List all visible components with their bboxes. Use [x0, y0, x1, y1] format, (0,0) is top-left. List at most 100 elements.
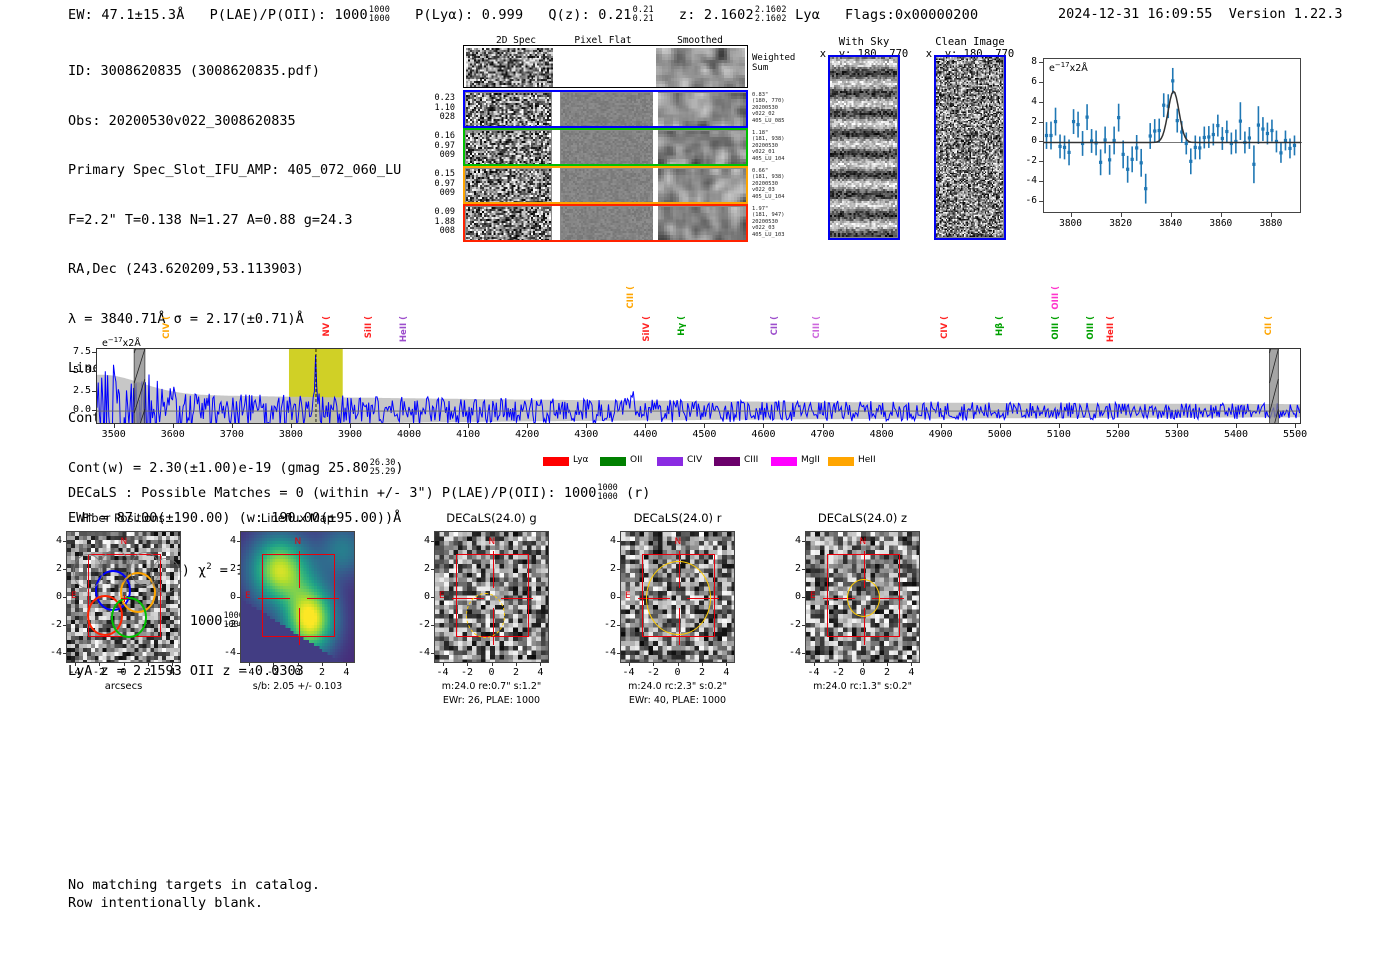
- info-lambda-sigma: λ = 3840.71Å σ = 2.17(±0.71)Å: [68, 310, 304, 327]
- crosshair-top: [863, 551, 865, 589]
- panel-gap: [653, 130, 658, 164]
- center-crosshair-v: [123, 594, 126, 602]
- north-label: N: [488, 536, 496, 547]
- cut-yticklabel: 4: [229, 534, 236, 546]
- legend-label-0: Lyα: [573, 455, 589, 465]
- fiber-meta-0: 0.83" (180, 770) 20200530 v022_02 405_LU_085: [752, 92, 785, 124]
- weighted-sum-label: Weighted Sum: [752, 53, 796, 73]
- crosshair-right: [307, 598, 340, 600]
- cut-xticklabel: -2: [267, 667, 280, 678]
- line-fit-ytick: [1039, 161, 1043, 163]
- header-timestamp-version: 2024-12-31 16:09:55 Version 1.22.3: [1058, 6, 1343, 22]
- cutout-image-0: [828, 55, 900, 240]
- cut-xtick: [273, 663, 275, 666]
- legend-swatch-1: [600, 457, 626, 466]
- plae-range-info: 1000 1000: [223, 611, 244, 630]
- line-fit-xticklabel: 3820: [1109, 218, 1133, 229]
- panel-gap: [653, 168, 658, 202]
- emission-line-label-15: CII (: [1263, 316, 1274, 336]
- fiber-circle-3: [111, 597, 147, 639]
- cut-xticklabel: 2: [318, 667, 325, 678]
- east-label: E: [245, 591, 251, 602]
- emission-line-label-9: CIV (: [940, 316, 951, 339]
- line-fit-xticklabel: 3880: [1259, 218, 1283, 229]
- cut-xticklabel: -4: [68, 667, 81, 678]
- legend-swatch-0: [543, 457, 569, 466]
- spectrum-xticklabel: 5500: [1283, 429, 1308, 440]
- spectrum-yticklabel: 0.0: [72, 404, 91, 416]
- qz-range: 0.21 0.21: [632, 5, 654, 24]
- north-label: N: [120, 536, 128, 547]
- legend-swatch-4: [771, 457, 797, 466]
- spectrum-xtick: [1117, 424, 1119, 428]
- cut-xtick: [886, 663, 888, 666]
- cutout-title-decals-24-0--z: DECaLS(24.0) z: [817, 511, 908, 525]
- cut-xticklabel: 0: [294, 667, 301, 678]
- spec-column-title-2: Smoothed: [677, 35, 723, 46]
- emission-line-label-8: CIII (: [811, 316, 822, 339]
- cut-xticklabel: -4: [436, 667, 449, 678]
- info-redshifts: LyA z = 2.1593 OII z = 0.0303: [68, 662, 304, 679]
- plya-label: P(Lyα):: [415, 7, 474, 24]
- decals-plae-value: 1000: [563, 485, 597, 502]
- cut-yticklabel: -2: [603, 619, 616, 631]
- spectrum-xtick: [527, 424, 529, 428]
- emission-line-label-13: OIII (: [1086, 316, 1097, 340]
- cut-xticklabel: 4: [343, 667, 350, 678]
- cut-yticklabel: 0: [229, 591, 236, 602]
- cut-ytick: [63, 597, 66, 598]
- crosshair-left: [257, 598, 290, 600]
- qz-label: Q(z):: [548, 7, 590, 24]
- spectrum-xtick: [231, 424, 233, 428]
- cut-xtick: [442, 663, 444, 666]
- emission-line-label-5: SiIV (: [642, 316, 653, 342]
- cut-xtick: [74, 663, 76, 666]
- north-label: N: [294, 536, 302, 547]
- cut-xtick: [515, 663, 517, 666]
- spectrum-yticklabel: 2.5: [72, 384, 91, 396]
- spectrum-yticklabel: 7.5: [72, 345, 91, 357]
- crosshair-bottom: [298, 607, 300, 645]
- cut-ytick: [63, 540, 66, 542]
- decals-summary-text: DECaLS : Possible Matches = 0 (within +/…: [68, 485, 556, 502]
- crosshair-top: [298, 551, 300, 589]
- spectrum-xticklabel: 4600: [751, 429, 776, 440]
- cut-ytick: [237, 540, 240, 542]
- cut-xtick: [813, 663, 815, 666]
- ew-label: EW:: [68, 7, 93, 24]
- spectrum-xtick: [1236, 424, 1238, 428]
- emission-line-label-6: Hγ (: [676, 316, 687, 336]
- photometry-circle: [466, 592, 506, 638]
- spectrum-xticklabel: 4900: [928, 429, 953, 440]
- cut-xticklabel: 2: [512, 667, 519, 678]
- gmag-range: 26.30 25.29: [369, 458, 396, 477]
- qz-value: 0.21: [598, 7, 632, 24]
- spectrum-xtick: [645, 424, 647, 428]
- cutout-title-decals-24-0--g: DECaLS(24.0) g: [446, 511, 537, 525]
- cut-yticklabel: -2: [788, 619, 801, 631]
- header-summary-line: EW: 47.1±15.3Å P(LAE)/P(OII): 1000 1000 10…: [68, 6, 978, 23]
- line-fit-xtick: [1170, 213, 1172, 217]
- cutout-title-0: With Sky: [838, 36, 890, 48]
- footer-block: No matching targets in catalog. Row inte…: [68, 876, 320, 912]
- cut-xticklabel: 4: [908, 667, 915, 678]
- cut-ytick: [63, 653, 66, 655]
- spectrum-xticklabel: 5400: [1223, 429, 1249, 440]
- cut-yticklabel: 0: [794, 591, 801, 602]
- bg-fiber-1: [100, 550, 131, 585]
- cut-xticklabel: 2: [883, 667, 890, 678]
- line-fit-xtick: [1070, 213, 1072, 217]
- cut-xticklabel: 0: [859, 667, 866, 678]
- cut-caption-2: EWr: 40, PLAE: 1000: [628, 695, 727, 706]
- footer-line-2: Row intentionally blank.: [68, 895, 264, 911]
- spectrum-xticklabel: 5100: [1046, 429, 1071, 440]
- north-label: N: [674, 536, 682, 547]
- spectrum-xticklabel: 3800: [278, 429, 303, 440]
- spectrum-ytick: [92, 410, 96, 412]
- spectrum-xticklabel: 4200: [515, 429, 540, 440]
- cut-xticklabel: 2: [144, 667, 151, 678]
- cut-ytick: [237, 625, 240, 627]
- line-fit-ytick: [1039, 61, 1043, 63]
- z-type: Lyα: [795, 7, 821, 24]
- cut-xtick: [540, 663, 542, 666]
